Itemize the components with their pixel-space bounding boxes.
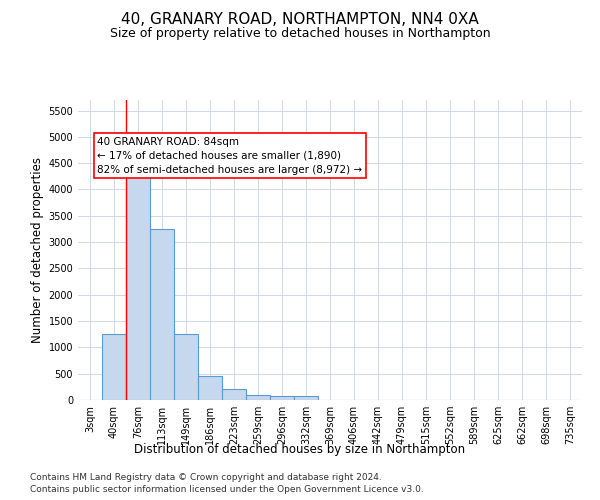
Bar <box>222 390 246 400</box>
Y-axis label: Number of detached properties: Number of detached properties <box>31 157 44 343</box>
Text: 40, GRANARY ROAD, NORTHAMPTON, NN4 0XA: 40, GRANARY ROAD, NORTHAMPTON, NN4 0XA <box>121 12 479 28</box>
Bar <box>174 334 198 400</box>
Bar <box>126 174 150 400</box>
Bar <box>270 396 294 400</box>
Bar <box>246 394 270 400</box>
Text: 40 GRANARY ROAD: 84sqm
← 17% of detached houses are smaller (1,890)
82% of semi-: 40 GRANARY ROAD: 84sqm ← 17% of detached… <box>97 137 362 175</box>
Bar <box>150 229 174 400</box>
Text: Size of property relative to detached houses in Northampton: Size of property relative to detached ho… <box>110 28 490 40</box>
Bar <box>198 376 222 400</box>
Text: Distribution of detached houses by size in Northampton: Distribution of detached houses by size … <box>134 442 466 456</box>
Text: Contains HM Land Registry data © Crown copyright and database right 2024.: Contains HM Land Registry data © Crown c… <box>30 472 382 482</box>
Bar <box>294 396 318 400</box>
Bar <box>102 334 126 400</box>
Text: Contains public sector information licensed under the Open Government Licence v3: Contains public sector information licen… <box>30 485 424 494</box>
